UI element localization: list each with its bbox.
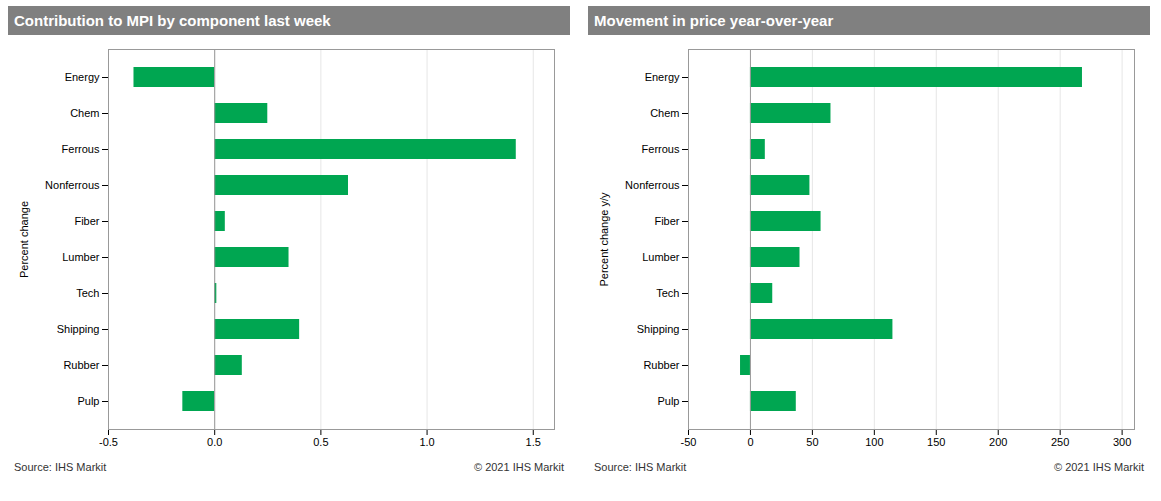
svg-text:Pulp: Pulp xyxy=(657,395,679,407)
svg-text:Shipping: Shipping xyxy=(57,323,100,335)
html-text:Movement in price year-over-ye: Movement in price year-over-year xyxy=(594,12,834,29)
svg-text:1.5: 1.5 xyxy=(526,436,541,448)
svg-text:Chem: Chem xyxy=(650,107,679,119)
svg-text:Rubber: Rubber xyxy=(63,359,99,371)
svg-text:50: 50 xyxy=(806,436,818,448)
svg-text:Percent change y/y: Percent change y/y xyxy=(598,192,610,287)
html-text:© 2021 IHS Markit: © 2021 IHS Markit xyxy=(1054,461,1144,473)
svg-text:200: 200 xyxy=(989,436,1007,448)
svg-text:Ferrous: Ferrous xyxy=(62,143,100,155)
svg-text:1.0: 1.0 xyxy=(419,436,434,448)
svg-text:0.0: 0.0 xyxy=(207,436,222,448)
svg-text:Nonferrous: Nonferrous xyxy=(45,179,100,191)
svg-text:Energy: Energy xyxy=(645,71,680,83)
svg-text:100: 100 xyxy=(865,436,883,448)
html-text:Source: IHS Markit: Source: IHS Markit xyxy=(594,461,687,473)
svg-text:Rubber: Rubber xyxy=(643,359,679,371)
svg-text:Nonferrous: Nonferrous xyxy=(625,179,680,191)
svg-text:Ferrous: Ferrous xyxy=(642,143,680,155)
svg-text:Fiber: Fiber xyxy=(654,215,679,227)
svg-text:Pulp: Pulp xyxy=(77,395,99,407)
svg-text:0: 0 xyxy=(747,436,753,448)
svg-text:250: 250 xyxy=(1051,436,1069,448)
svg-text:-50: -50 xyxy=(681,436,697,448)
html-text:© 2021 IHS Markit: © 2021 IHS Markit xyxy=(474,461,564,473)
svg-text:Chem: Chem xyxy=(70,107,99,119)
svg-text:Tech: Tech xyxy=(656,287,679,299)
svg-text:Lumber: Lumber xyxy=(62,251,100,263)
svg-text:Percent change: Percent change xyxy=(18,201,30,278)
svg-text:Lumber: Lumber xyxy=(642,251,680,263)
svg-text:150: 150 xyxy=(927,436,945,448)
svg-text:Fiber: Fiber xyxy=(74,215,99,227)
svg-text:Tech: Tech xyxy=(76,287,99,299)
svg-text:300: 300 xyxy=(1113,436,1131,448)
svg-text:Energy: Energy xyxy=(65,71,100,83)
svg-text:-0.5: -0.5 xyxy=(99,436,118,448)
html-text:Source: IHS Markit: Source: IHS Markit xyxy=(14,461,107,473)
svg-text:Shipping: Shipping xyxy=(637,323,680,335)
svg-text:0.5: 0.5 xyxy=(313,436,328,448)
html-text:Contribution to MPI by compone: Contribution to MPI by component last we… xyxy=(14,12,331,29)
